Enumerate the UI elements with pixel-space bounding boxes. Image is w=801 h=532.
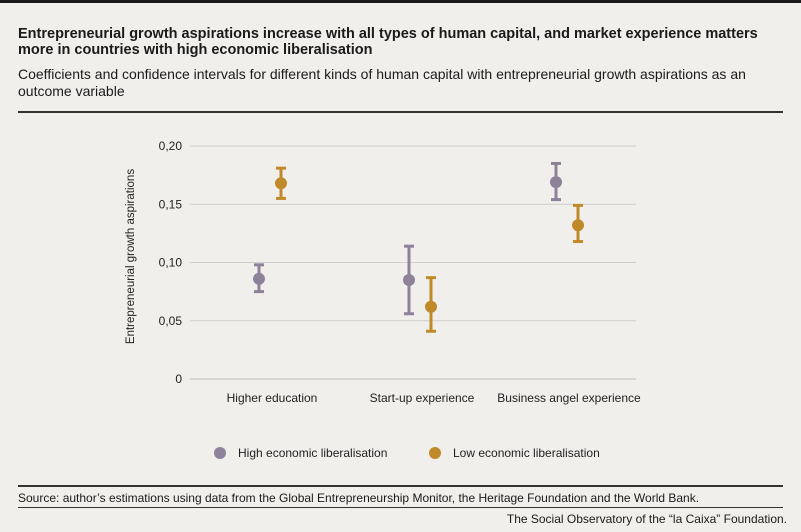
top-rule (0, 0, 801, 3)
header-divider (18, 111, 783, 113)
y-tick-label: 0,10 (159, 256, 183, 270)
data-point (550, 176, 562, 189)
data-point (275, 177, 287, 190)
credit-note: The Social Observatory of the “la Caixa”… (506, 512, 787, 526)
x-tick-label: Higher education (227, 391, 318, 405)
y-tick-label: 0,15 (159, 197, 183, 211)
chart-area: 0 0,05 0,10 0,15 0,20 Entrepreneurial growth … (125, 139, 641, 405)
credit-divider (18, 507, 783, 508)
x-tick-label: Business angel experience (497, 391, 641, 405)
y-tick-label: 0 (175, 372, 182, 386)
legend-item-low: Low economic liberalisation (429, 446, 600, 460)
data-point (425, 300, 437, 313)
data-point (253, 272, 265, 285)
x-tick-label: Start-up experience (370, 391, 475, 405)
legend-dot-high (214, 447, 226, 459)
legend-label-low: Low economic liberalisation (453, 446, 600, 460)
footer-divider (18, 485, 783, 487)
chart-title: Entrepreneurial growth aspirations incre… (18, 26, 758, 58)
source-note: Source: author’s estimations using data … (18, 491, 700, 505)
y-axis-label: Entrepreneurial growth aspirations (125, 169, 137, 344)
y-tick-label: 0,05 (159, 314, 183, 328)
data-point (403, 273, 415, 286)
legend-item-high: High economic liberalisation (214, 446, 387, 460)
y-tick-label: 0,20 (159, 139, 183, 153)
legend-dot-low (429, 447, 441, 459)
legend: High economic liberalisation Low economi… (0, 446, 801, 462)
legend-label-high: High economic liberalisation (238, 446, 388, 460)
chart-subtitle: Coefficients and confidence intervals fo… (18, 66, 746, 99)
data-point (572, 219, 584, 232)
